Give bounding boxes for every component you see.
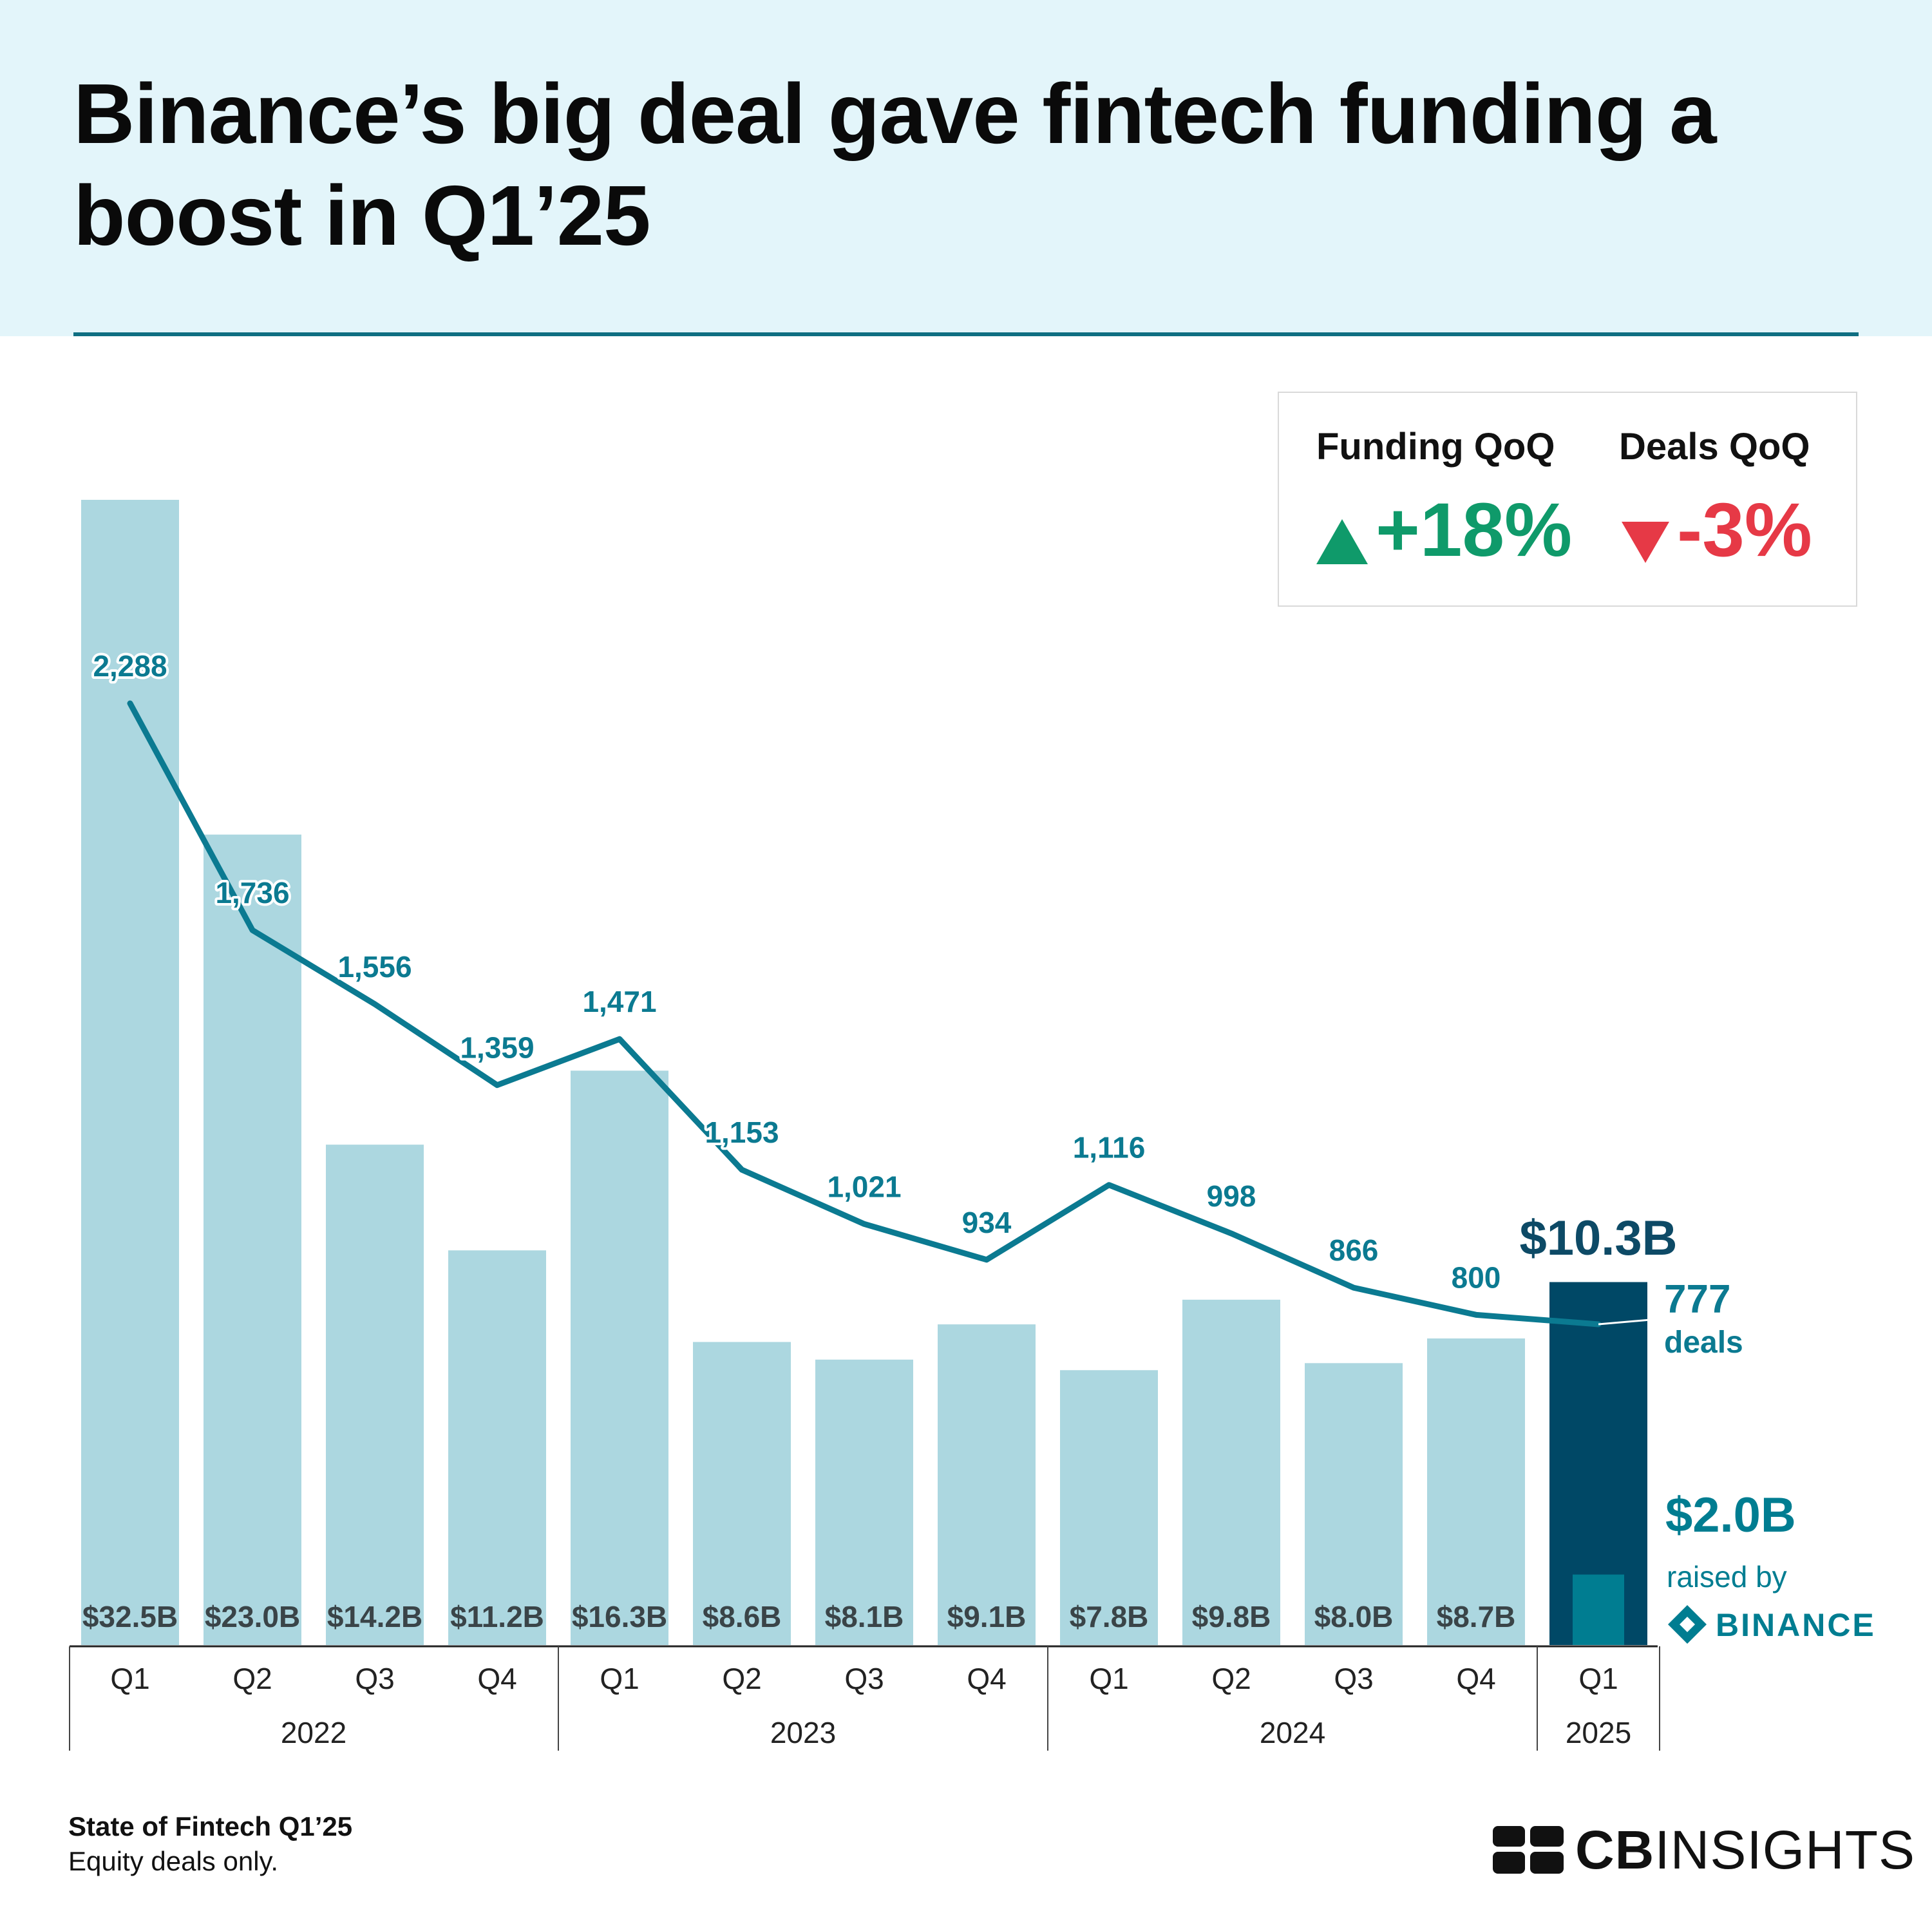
deals-label-2: 1,556 — [337, 950, 412, 984]
funding-label-2: $14.2B — [327, 1600, 422, 1633]
quarter-tick-label-0: Q1 — [110, 1662, 149, 1695]
funding-bar-q3-6 — [815, 1359, 913, 1645]
funding-bar-q4-3 — [448, 1250, 546, 1645]
funding-bar-q3-2 — [326, 1145, 424, 1645]
quarter-tick-label-10: Q3 — [1334, 1662, 1373, 1695]
funding-label-3: $11.2B — [450, 1600, 544, 1633]
funding-bar-q2-5 — [693, 1342, 791, 1645]
header-band — [0, 0, 1932, 336]
quarter-tick-label-2: Q3 — [355, 1662, 394, 1695]
year-label-2024: 2024 — [1260, 1716, 1325, 1749]
funding-bar-q1-0 — [81, 500, 179, 1645]
page-title: Binance’s big deal gave fintech funding … — [73, 66, 1717, 263]
deals-label-6: 1,021 — [827, 1170, 901, 1203]
binance-portion-bar — [1573, 1574, 1624, 1645]
cbinsights-wordmark-bold: CB — [1575, 1819, 1655, 1880]
funding-label-8: $7.8B — [1070, 1600, 1149, 1633]
deals-qoq-value: -3% — [1677, 488, 1812, 573]
funding-label-5: $8.6B — [703, 1600, 782, 1633]
cbinsights-wordmark: CBINSIGHTS — [1575, 1819, 1915, 1881]
header-rule — [73, 332, 1859, 336]
cbinsights-logo: CBINSIGHTS — [1493, 1818, 1915, 1882]
funding-label-7: $9.1B — [947, 1600, 1027, 1633]
quarter-tick-label-6: Q3 — [844, 1662, 884, 1695]
deals-label-8: 1,116 — [1073, 1131, 1146, 1165]
funding-label-4: $16.3B — [572, 1600, 667, 1633]
quarter-tick-label-7: Q4 — [967, 1662, 1006, 1695]
quarter-tick-label-3: Q4 — [477, 1662, 516, 1695]
quarter-tick-label-5: Q2 — [722, 1662, 761, 1695]
deals-leader-line — [1598, 1318, 1658, 1326]
quarter-tick-label-11: Q4 — [1456, 1662, 1495, 1695]
binance-amount-label: $2.0B — [1665, 1488, 1796, 1543]
funding-bar-q3-10 — [1305, 1363, 1403, 1645]
year-label-2025: 2025 — [1566, 1716, 1631, 1749]
funding-label-6: $8.1B — [825, 1600, 904, 1633]
footer-source: State of Fintech Q1’25 — [68, 1811, 353, 1841]
funding-qoq-value: +18% — [1376, 488, 1573, 573]
quarter-tick-label-9: Q2 — [1211, 1662, 1251, 1695]
deals-label-9: 998 — [1207, 1179, 1256, 1213]
funding-label-highlight: $10.3B — [1519, 1211, 1677, 1266]
quarter-tick-label-12: Q1 — [1578, 1662, 1618, 1695]
footer-note: Equity deals only. — [68, 1846, 279, 1876]
deals-label-10: 866 — [1329, 1233, 1379, 1267]
funding-label-0: $32.5B — [82, 1600, 178, 1633]
quarter-tick-label-8: Q1 — [1089, 1662, 1128, 1695]
deals-label-7: 934 — [962, 1206, 1012, 1239]
funding-label-9: $9.8B — [1192, 1600, 1271, 1633]
deals-line — [127, 700, 1602, 1327]
funding-bar-q2-1 — [204, 834, 301, 1645]
funding-bar-q1-8 — [1060, 1370, 1158, 1645]
deals-qoq-label: Deals QoQ — [1619, 426, 1810, 468]
deals-highlight-value: 777 — [1664, 1277, 1730, 1322]
deals-label-4: 1,471 — [582, 985, 656, 1018]
deals-label-5: 1,153 — [705, 1116, 779, 1149]
year-label-2022: 2022 — [281, 1716, 346, 1749]
cbinsights-wordmark-light: INSIGHTS — [1654, 1819, 1916, 1880]
funding-bar-q2-9 — [1182, 1299, 1280, 1645]
deals-label-1: 1,736 — [215, 876, 289, 909]
funding-qoq-label: Funding QoQ — [1316, 426, 1555, 468]
funding-label-1: $23.0B — [205, 1600, 300, 1633]
binance-logo-icon — [1668, 1605, 1707, 1644]
qoq-summary-box: Funding QoQ Deals QoQ +18% -3% — [1278, 392, 1857, 607]
binance-wordmark: BINANCE — [1716, 1607, 1876, 1643]
deals-label-11: 800 — [1452, 1260, 1501, 1294]
funding-label-11: $8.7B — [1437, 1600, 1516, 1633]
quarter-tick-label-4: Q1 — [600, 1662, 639, 1695]
down-triangle-icon — [1622, 522, 1669, 563]
funding-bar-q4-11 — [1427, 1338, 1525, 1645]
funding-bar-q4-7 — [938, 1324, 1036, 1645]
funding-bar-q1-4 — [571, 1070, 668, 1645]
up-triangle-icon — [1316, 519, 1368, 564]
deals-label-3: 1,359 — [460, 1031, 534, 1065]
funding-label-10: $8.0B — [1314, 1600, 1394, 1633]
year-label-2023: 2023 — [770, 1716, 836, 1749]
quarter-tick-label-1: Q2 — [232, 1662, 272, 1695]
deals-highlight-unit: deals — [1664, 1326, 1743, 1360]
cbinsights-mark-icon — [1493, 1826, 1564, 1874]
deals-label-0: 2,288 — [93, 649, 167, 683]
binance-raised-by-label: raised by — [1667, 1560, 1787, 1593]
